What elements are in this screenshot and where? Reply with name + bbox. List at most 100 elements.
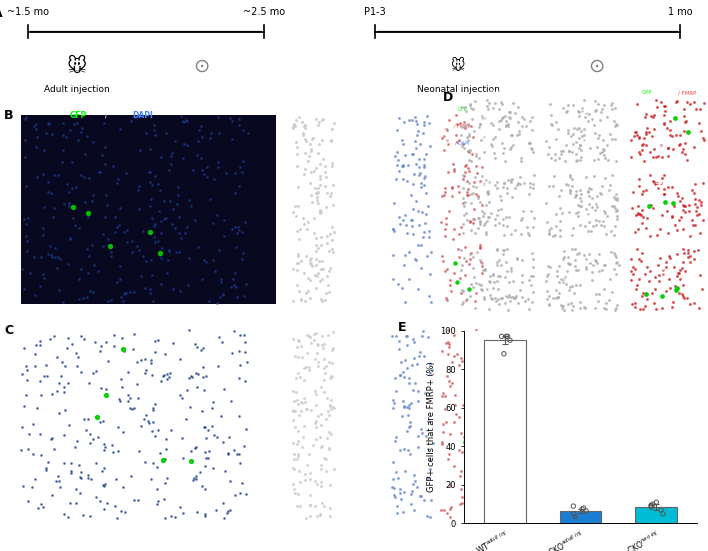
Point — [641, 129, 652, 138]
Point — [413, 171, 425, 180]
Point — [397, 397, 409, 406]
Point — [392, 508, 403, 517]
Point — [501, 213, 512, 222]
Point — [326, 244, 338, 253]
Point — [686, 216, 697, 225]
Text: FMRP: FMRP — [489, 90, 506, 95]
Point — [680, 117, 692, 126]
Point — [311, 255, 322, 263]
Point — [54, 483, 65, 491]
Point — [472, 398, 483, 407]
Point — [309, 354, 321, 363]
Point — [297, 433, 309, 442]
Point — [162, 256, 173, 264]
Point — [503, 113, 515, 122]
Point — [556, 208, 568, 217]
Point — [459, 512, 471, 521]
Point — [19, 115, 30, 123]
Point — [679, 149, 690, 158]
Point — [559, 253, 570, 262]
Point — [414, 491, 426, 500]
Point — [595, 190, 607, 199]
Point — [590, 106, 601, 115]
Point — [200, 423, 211, 431]
Point — [458, 144, 469, 153]
Point — [459, 243, 471, 252]
Polygon shape — [21, 115, 276, 304]
Point — [455, 266, 467, 274]
Point — [287, 122, 299, 131]
Point — [324, 287, 335, 296]
Point — [300, 405, 312, 414]
Point — [173, 213, 185, 222]
Point — [98, 463, 109, 472]
Point — [154, 250, 166, 259]
Point — [197, 363, 208, 371]
Point — [525, 272, 537, 280]
Point — [287, 439, 299, 447]
Point — [671, 283, 683, 292]
Point — [397, 216, 409, 225]
Point — [198, 255, 210, 264]
Point — [544, 262, 556, 271]
Point — [34, 376, 45, 385]
Point — [641, 213, 652, 222]
Point — [289, 489, 300, 498]
Point — [218, 437, 229, 446]
Point — [73, 275, 84, 284]
Point — [667, 212, 678, 221]
Point — [415, 240, 426, 249]
Text: CKO$^{neo\ inj}$: CKO$^{neo\ inj}$ — [0, 406, 4, 442]
Point — [467, 398, 479, 407]
Point — [552, 125, 564, 133]
Point — [422, 332, 433, 341]
Point — [33, 504, 44, 512]
Point — [152, 497, 164, 506]
Point — [320, 203, 331, 212]
Point — [411, 120, 423, 129]
Point — [139, 368, 150, 377]
Point — [593, 217, 605, 225]
Point — [128, 495, 139, 504]
Point — [83, 174, 94, 182]
Point — [487, 104, 498, 112]
Point — [415, 140, 426, 149]
Point — [471, 151, 482, 160]
Point — [421, 251, 433, 260]
Point — [540, 199, 552, 208]
Point — [42, 118, 54, 127]
Point — [598, 207, 610, 215]
Point — [193, 242, 204, 251]
Point — [486, 294, 498, 303]
Point — [389, 493, 401, 501]
Point — [576, 131, 588, 140]
Point — [58, 130, 69, 139]
Point — [314, 180, 326, 189]
Point — [677, 201, 688, 210]
Point — [164, 197, 176, 206]
Point — [393, 167, 404, 176]
Point — [447, 183, 458, 192]
Point — [179, 229, 190, 237]
Point — [508, 99, 519, 108]
Point — [409, 505, 420, 514]
Point — [555, 147, 566, 156]
Point — [678, 145, 689, 154]
Point — [396, 161, 408, 170]
Point — [315, 478, 326, 487]
Point — [586, 193, 598, 202]
Point — [610, 251, 621, 260]
Point — [459, 123, 470, 132]
Point — [65, 469, 76, 478]
Point — [688, 188, 700, 197]
Point — [62, 260, 74, 268]
Point — [52, 171, 64, 180]
Point — [241, 490, 252, 499]
Point — [553, 192, 564, 201]
Point — [48, 332, 59, 341]
Point — [190, 339, 201, 348]
Point — [583, 187, 594, 196]
Point — [327, 223, 338, 231]
Point — [231, 242, 242, 251]
Point — [506, 293, 517, 301]
